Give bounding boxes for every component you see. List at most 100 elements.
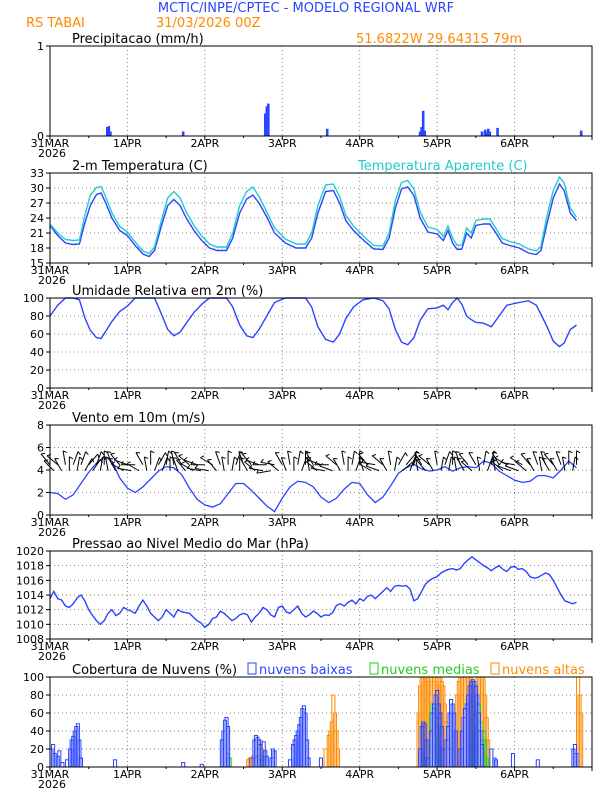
- wind-vector-barb: [144, 456, 149, 459]
- wind-vector: [54, 458, 63, 471]
- y-tick-label: 1016: [16, 574, 44, 587]
- wind-vector: [161, 457, 168, 471]
- precip-bar: [107, 126, 111, 136]
- wind-vector: [487, 457, 493, 471]
- wind-vector: [215, 451, 221, 465]
- wind-vector-barb: [325, 453, 330, 457]
- wind-vector-barb: [120, 460, 124, 466]
- precip-bar: [486, 128, 490, 136]
- wind-vector: [297, 450, 301, 465]
- x-year-label: 2026: [38, 274, 66, 287]
- wind-vector-barb: [532, 451, 538, 453]
- wind-vector: [476, 456, 481, 471]
- wind-vector: [414, 452, 423, 465]
- y-tick-label: 1008: [16, 633, 44, 646]
- wind-vector-barb: [540, 451, 545, 453]
- wind-vector: [165, 450, 170, 465]
- wind-vector-barb: [485, 450, 490, 455]
- y-tick-label: 1020: [16, 545, 44, 558]
- x-tick-label: 2APR: [190, 137, 219, 150]
- wind-vector: [117, 467, 132, 472]
- wind-vector: [379, 458, 388, 471]
- precip-bar: [106, 127, 109, 136]
- wind-vector: [440, 456, 444, 471]
- x-year-label: 2026: [38, 399, 66, 412]
- precip-bar: [485, 132, 488, 136]
- wind-vector: [183, 459, 198, 466]
- wind-vector: [180, 463, 194, 472]
- precip-bar: [421, 110, 425, 136]
- y-tick-label: 30: [30, 182, 44, 195]
- wind-vector: [425, 458, 434, 471]
- y-tick-label: 27: [30, 197, 44, 210]
- x-tick-label: 5APR: [423, 137, 452, 150]
- panel-title: Vento em 10m (m/s): [72, 411, 205, 426]
- y-tick-label: 40: [30, 725, 44, 738]
- wind-vector: [394, 456, 398, 471]
- wind-vector-barb: [314, 460, 318, 466]
- y-tick-label: 0: [37, 130, 44, 143]
- wind-vector: [43, 460, 55, 472]
- wind-vector: [274, 452, 283, 465]
- wind-vector: [249, 467, 264, 472]
- wind-vector: [401, 461, 414, 472]
- wind-vector-barb: [494, 455, 499, 459]
- y-tick-label: 100: [23, 671, 44, 684]
- wind-vector: [307, 459, 322, 466]
- wind-vector-barb: [260, 458, 264, 463]
- wind-vector-barb: [69, 456, 74, 460]
- x-tick-label: 6APR: [500, 137, 529, 150]
- x-year-label: 2026: [38, 147, 66, 160]
- wind-vector-barb: [504, 463, 509, 467]
- wind-vector-barb: [361, 458, 365, 463]
- precip-bar: [109, 131, 112, 136]
- wind-vector-barb: [150, 450, 155, 454]
- x-tick-label: 3APR: [268, 640, 297, 653]
- x-tick-label: 2APR: [190, 516, 219, 529]
- y-tick-label: 20: [30, 743, 44, 756]
- wind-vector-barb: [568, 450, 573, 454]
- wind-vector: [46, 455, 59, 466]
- wind-vector: [409, 457, 416, 471]
- wind-vector: [95, 451, 102, 465]
- precip-bar: [418, 131, 422, 136]
- y-tick-label: 2: [37, 487, 44, 500]
- wind-vector-barb: [455, 451, 460, 453]
- wind-vector-barb: [238, 451, 243, 453]
- wind-vector: [84, 458, 93, 471]
- wind-vector-barb: [126, 461, 131, 465]
- wind-vector: [325, 455, 337, 466]
- wind-vector: [365, 465, 380, 472]
- wind-vector-barb: [62, 450, 68, 453]
- wind-vector-barb: [418, 453, 423, 457]
- x-year-label: 2026: [38, 526, 66, 539]
- wind-vector-barb: [497, 463, 502, 467]
- wind-vector: [267, 461, 279, 472]
- panel-title: Pressao ao Nivel Medio do Mar (hPa): [72, 537, 309, 552]
- series-line-0: [49, 296, 577, 348]
- x-tick-label: 4APR: [345, 264, 374, 277]
- cloud-bar-0: [60, 762, 65, 768]
- wind-vector-barb: [287, 450, 292, 453]
- legend-label: nuvens medias: [381, 663, 480, 678]
- legend-swatch: [490, 662, 500, 675]
- x-tick-label: 6APR: [500, 264, 529, 277]
- x-tick-label: 1APR: [113, 768, 142, 781]
- wind-vector: [468, 452, 477, 465]
- y-tick-label: 80: [30, 689, 44, 702]
- wind-vector: [256, 470, 271, 474]
- wind-vector-barb: [234, 456, 238, 461]
- y-tick-label: 20: [30, 364, 44, 377]
- plot-frame: [49, 172, 593, 264]
- header-run: 31/03/2026 00Z: [156, 16, 261, 31]
- x-tick-label: 2APR: [190, 264, 219, 277]
- wind-vector: [135, 452, 144, 465]
- cloud-bar-0: [318, 757, 324, 768]
- wind-vector: [157, 452, 166, 465]
- wind-vector: [76, 456, 81, 471]
- x-tick-label: 4APR: [345, 516, 374, 529]
- wind-vector-barb: [200, 455, 205, 459]
